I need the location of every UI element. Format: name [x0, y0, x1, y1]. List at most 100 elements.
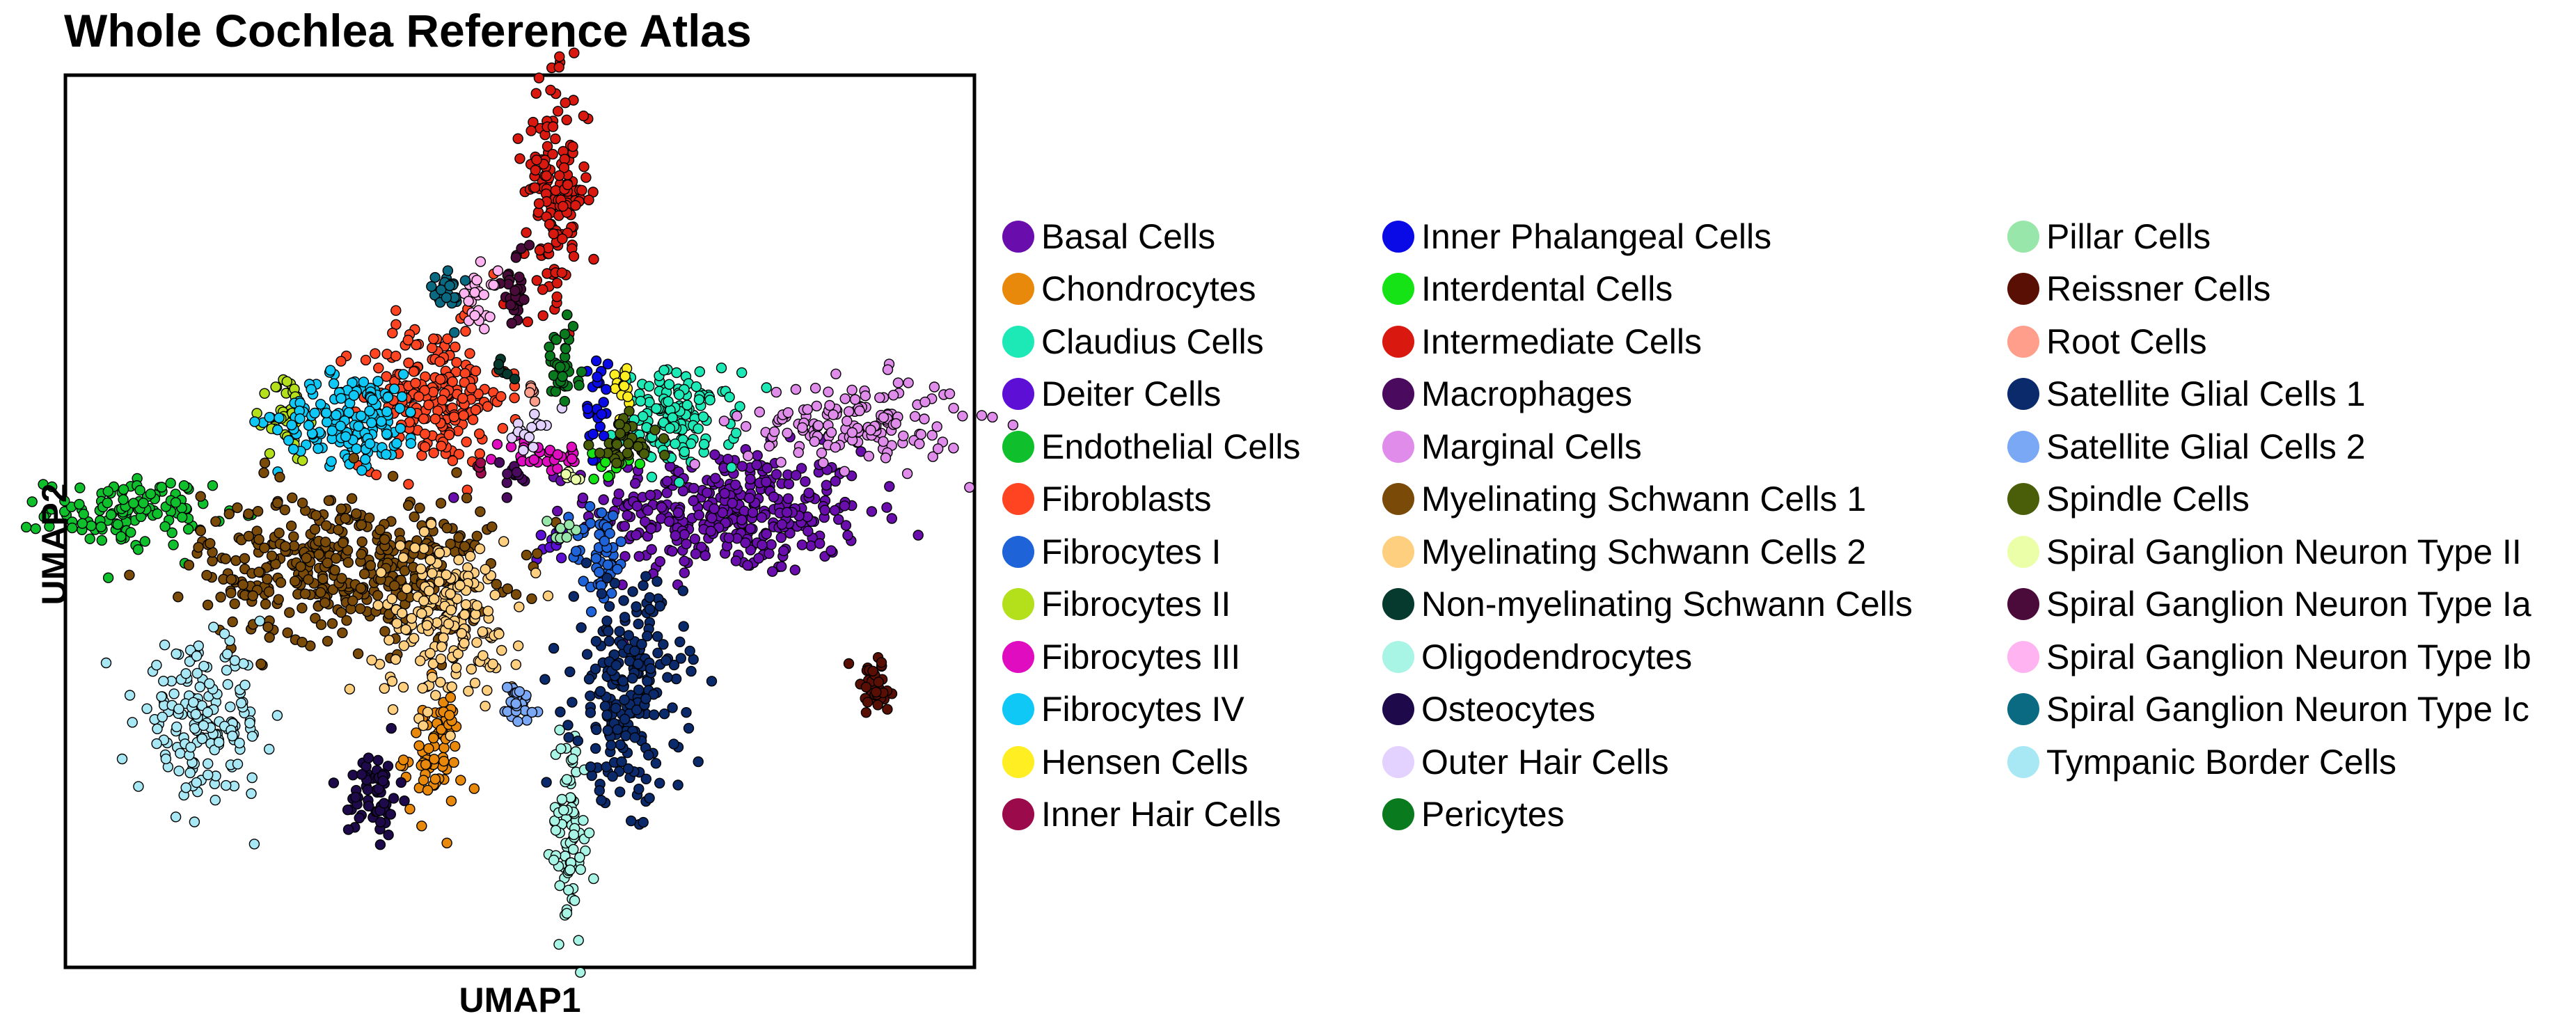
legend-item: Pillar Cells: [2007, 210, 2211, 262]
data-point: [288, 531, 299, 542]
data-point: [124, 690, 136, 701]
data-point: [731, 411, 743, 422]
data-point: [372, 376, 384, 387]
legend-swatch: [1002, 640, 1034, 673]
data-point: [374, 524, 386, 535]
data-point: [512, 133, 523, 144]
data-point: [596, 409, 608, 420]
data-point: [428, 732, 439, 744]
data-point: [175, 747, 186, 759]
data-point: [152, 723, 163, 735]
data-point: [622, 391, 633, 402]
legend-label: Macrophages: [1421, 374, 1632, 413]
data-point: [428, 447, 439, 459]
legend-item: Basal Cells: [1002, 210, 1215, 262]
legend-swatch: [1002, 798, 1034, 830]
data-point: [854, 405, 865, 416]
legend-item: Oligodendrocytes: [1382, 631, 1692, 683]
data-point: [112, 518, 124, 530]
data-point: [249, 416, 260, 427]
data-point: [563, 731, 574, 743]
data-point: [381, 406, 393, 418]
data-point: [964, 482, 975, 493]
data-point: [383, 829, 394, 841]
data-point: [890, 418, 901, 429]
data-point: [756, 512, 768, 523]
data-point: [843, 658, 855, 670]
data-point: [620, 730, 631, 741]
data-point: [210, 516, 221, 527]
data-point: [471, 274, 482, 286]
data-point: [561, 774, 573, 785]
data-point: [667, 412, 678, 423]
data-point: [736, 514, 748, 525]
data-point: [139, 536, 151, 547]
data-point: [768, 426, 780, 437]
data-point: [116, 531, 127, 542]
data-point: [596, 588, 608, 599]
series-pillar-cells: [542, 516, 582, 544]
data-point: [566, 441, 577, 452]
data-point: [627, 672, 638, 684]
series-endothelial-cells: [21, 473, 258, 583]
data-point: [560, 343, 571, 354]
data-point: [266, 550, 278, 562]
data-point: [693, 423, 704, 434]
data-point: [572, 735, 583, 747]
data-point: [133, 781, 144, 792]
data-point: [336, 573, 347, 584]
data-point: [275, 577, 287, 588]
data-point: [208, 621, 219, 633]
data-point: [246, 772, 258, 784]
data-point: [226, 587, 237, 599]
data-point: [418, 775, 429, 786]
data-point: [509, 285, 521, 296]
data-point: [598, 430, 610, 441]
data-point: [672, 507, 683, 518]
data-point: [202, 599, 214, 610]
data-point: [452, 648, 464, 660]
data-point: [912, 530, 924, 541]
data-point: [425, 518, 437, 530]
data-point: [782, 493, 794, 505]
legend-item: Interdental Cells: [1382, 263, 1673, 315]
data-point: [582, 403, 593, 414]
data-point: [461, 436, 472, 447]
legend-item: Pericytes: [1382, 789, 1565, 841]
data-point: [689, 533, 701, 545]
data-point: [331, 553, 342, 564]
legend-item: Myelinating Schwann Cells 2: [1382, 525, 1866, 578]
data-point: [948, 402, 959, 414]
data-point: [387, 327, 398, 339]
data-point: [775, 561, 787, 572]
data-point: [283, 435, 294, 446]
data-point: [519, 294, 530, 306]
data-point: [878, 436, 889, 447]
data-point: [931, 421, 942, 432]
data-point: [477, 650, 489, 661]
data-point: [429, 754, 440, 765]
legend-item: Marginal Cells: [1382, 420, 1642, 473]
data-point: [416, 821, 427, 832]
series-intermediate-cells: [498, 47, 599, 340]
data-point: [337, 627, 348, 638]
data-point: [389, 580, 400, 592]
data-point: [825, 545, 837, 556]
data-point: [273, 594, 284, 605]
data-point: [776, 518, 788, 530]
data-point: [124, 569, 135, 580]
data-point: [724, 391, 735, 403]
data-point: [259, 388, 270, 399]
data-point: [553, 170, 565, 182]
data-point: [578, 161, 590, 173]
data-point: [118, 484, 129, 495]
data-point: [646, 471, 658, 483]
data-point: [601, 383, 612, 395]
data-point: [583, 194, 594, 205]
legend-item: Non-myelinating Schwann Cells: [1382, 578, 1913, 631]
data-point: [480, 700, 491, 712]
data-point: [671, 367, 682, 379]
data-point: [771, 386, 782, 398]
data-point: [880, 452, 892, 464]
data-point: [631, 704, 642, 715]
